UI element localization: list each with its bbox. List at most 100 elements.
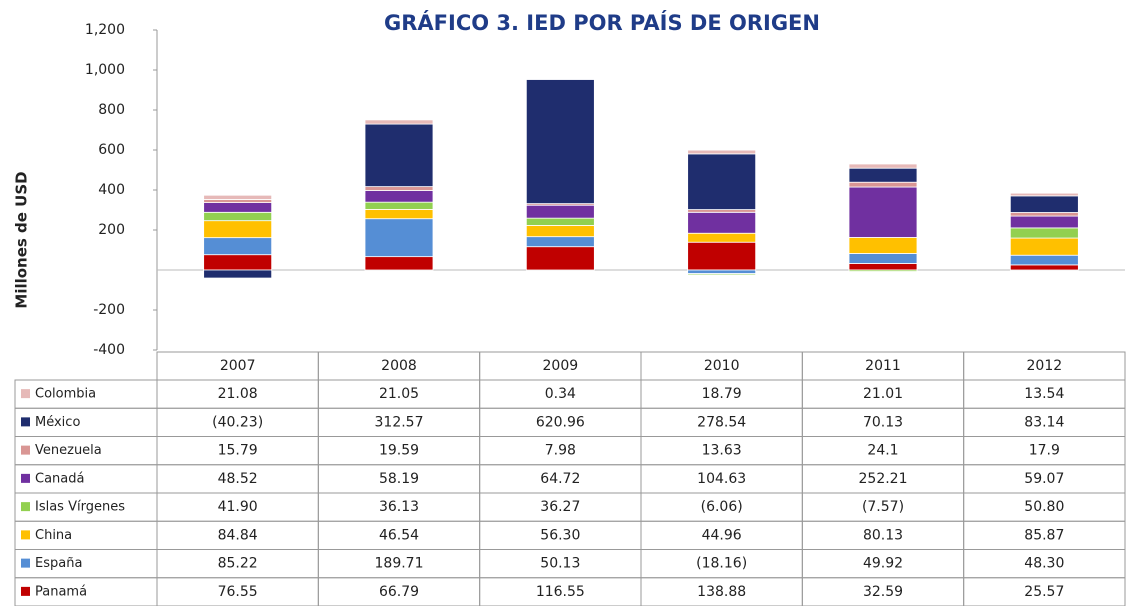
x-tick-label: 2010 — [704, 358, 740, 374]
data-label: (6.06) — [701, 499, 743, 515]
data-label: 252.21 — [859, 471, 908, 487]
bar-segment — [848, 253, 918, 264]
legend-swatch — [21, 417, 30, 427]
y-tick-label: 1,200 — [85, 22, 125, 38]
x-tick-label: 2008 — [381, 358, 417, 374]
data-label: 41.90 — [218, 499, 258, 515]
data-label: 312.57 — [375, 414, 424, 430]
x-tick-label: 2011 — [865, 358, 901, 374]
bar-segment — [203, 254, 273, 271]
bar-segment — [848, 163, 918, 169]
bar-segment — [1009, 264, 1079, 271]
bar-segment — [848, 269, 918, 272]
bar-segment — [525, 204, 595, 219]
legend-label: España — [35, 556, 82, 571]
data-label: 48.30 — [1024, 556, 1064, 572]
bar-segment — [687, 232, 757, 243]
data-label: 21.05 — [379, 386, 419, 402]
bar-segment — [203, 269, 273, 279]
bar-segment — [364, 208, 434, 220]
bar-segment — [364, 119, 434, 125]
bar-segment — [525, 246, 595, 271]
y-tick-label: 600 — [98, 142, 125, 158]
data-label: 13.63 — [702, 443, 742, 459]
data-label: 24.1 — [867, 443, 898, 459]
y-tick-label: 800 — [98, 102, 125, 118]
bar-segment — [687, 211, 757, 234]
data-label: 25.57 — [1024, 584, 1064, 600]
bar-segment — [364, 186, 434, 191]
bar-segment — [848, 186, 918, 238]
data-label: 50.80 — [1024, 499, 1064, 515]
bar-segment — [203, 194, 273, 200]
data-label: 36.13 — [379, 499, 419, 515]
data-label: 32.59 — [863, 584, 903, 600]
data-label: 49.92 — [863, 556, 903, 572]
data-label: 17.9 — [1029, 443, 1060, 459]
data-label: 83.14 — [1024, 414, 1064, 430]
data-label: 84.84 — [218, 527, 258, 543]
data-label: 58.19 — [379, 471, 419, 487]
data-label: 70.13 — [863, 414, 903, 430]
data-label: 13.54 — [1024, 386, 1064, 402]
bar-segment — [1009, 212, 1079, 217]
data-label: 620.96 — [536, 414, 585, 430]
data-label: 56.30 — [540, 527, 580, 543]
bar-segment — [687, 149, 757, 155]
legend-label: Colombia — [35, 387, 96, 402]
data-label: 189.71 — [375, 556, 424, 572]
data-label: 46.54 — [379, 527, 419, 543]
bar-segment — [364, 201, 434, 210]
y-axis-label: Millones de USD — [13, 171, 31, 308]
data-label: (18.16) — [696, 556, 747, 572]
legend-swatch — [21, 473, 30, 483]
bar-segment — [687, 153, 757, 210]
data-label: 278.54 — [697, 414, 746, 430]
legend-label: México — [35, 415, 80, 430]
bar-segment — [364, 190, 434, 203]
x-tick-label: 2007 — [220, 358, 256, 374]
bar-segment — [364, 123, 434, 188]
bar-segment — [525, 236, 595, 248]
legend-swatch — [21, 530, 30, 540]
data-label: 85.22 — [218, 556, 258, 572]
bar-segment — [203, 211, 273, 222]
bar-segment — [1009, 195, 1079, 213]
legend-swatch — [21, 445, 30, 455]
y-tick-label: 200 — [98, 222, 125, 238]
data-label: 64.72 — [540, 471, 580, 487]
bar-segment — [1009, 237, 1079, 256]
legend-swatch — [21, 389, 30, 399]
data-label: 0.34 — [545, 386, 576, 402]
data-label: 7.98 — [545, 443, 576, 459]
bar-segment — [1009, 254, 1079, 266]
bar-segment — [848, 263, 918, 271]
y-tick-label: 1,000 — [85, 62, 125, 78]
bar-segment — [687, 273, 757, 276]
bar-segment — [848, 167, 918, 183]
bar-segment — [525, 225, 595, 238]
legend-swatch — [21, 502, 30, 512]
bar-segment — [364, 218, 434, 258]
data-label: 36.27 — [540, 499, 580, 515]
data-label: 76.55 — [218, 584, 258, 600]
bar-segment — [687, 269, 757, 275]
bar-segment — [364, 256, 434, 271]
data-label: 104.63 — [697, 471, 746, 487]
data-label: 138.88 — [697, 584, 746, 600]
x-tick-label: 2012 — [1027, 358, 1063, 374]
legend-label: Panamá — [35, 584, 87, 599]
data-label: 48.52 — [218, 471, 258, 487]
data-label: 21.08 — [218, 386, 258, 402]
legend-label: Venezuela — [35, 443, 102, 458]
bar-segment — [687, 209, 757, 213]
legend-swatch — [21, 586, 30, 596]
data-label: 18.79 — [702, 386, 742, 402]
bar-segment — [687, 241, 757, 271]
y-tick-label: -200 — [93, 302, 125, 318]
bar-segment — [1009, 227, 1079, 239]
y-tick-label: -400 — [93, 342, 125, 358]
bar-segment — [1009, 215, 1079, 229]
data-label: 66.79 — [379, 584, 419, 600]
